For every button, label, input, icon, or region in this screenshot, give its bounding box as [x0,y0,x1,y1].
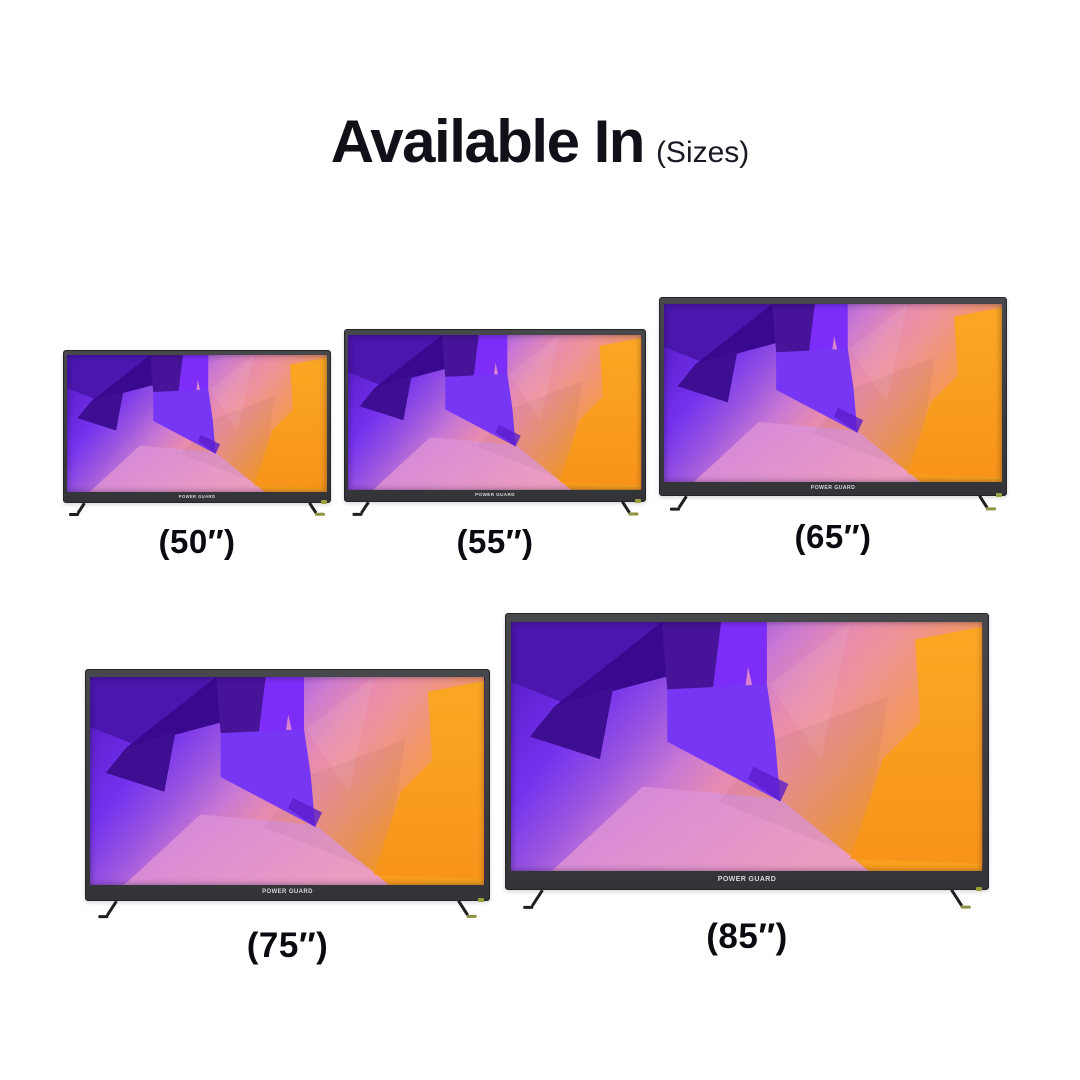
bezel-tag [320,499,327,504]
tv-foot-right [950,888,963,907]
abstract-wallpaper [348,335,642,490]
tv-foot-left [531,888,544,907]
abstract-wallpaper [663,303,1003,483]
abstract-wallpaper [511,621,983,871]
tv-feet [63,502,331,520]
tv-row-top: POWER GUARD (50″) POWER GUARD [63,297,1007,560]
tv-foot-right [308,502,318,514]
tv-foot-right [621,501,631,514]
bezel-tag [478,897,485,902]
title-sub: (Sizes) [655,136,750,169]
tv-frame: POWER GUARD [85,669,490,902]
bezel-tag [995,492,1002,497]
tv-foot-left [677,495,688,509]
tv-frame: POWER GUARD [63,349,331,504]
tv-row-bottom: POWER GUARD (75″) POWER GUARD [85,613,989,964]
brand-label: POWER GUARD [262,889,313,896]
tv-screen [90,676,485,885]
tv-bottom-bezel: POWER GUARD [664,482,1002,495]
tv-50-inch: POWER GUARD (50″) [63,349,331,560]
abstract-wallpaper [66,354,328,493]
abstract-wallpaper [90,676,485,885]
tv-bottom-bezel: POWER GUARD [511,871,982,889]
page-title: Available In (Sizes) [0,112,1080,172]
tv-85-inch: POWER GUARD (85″) [505,613,989,956]
tv-bottom-bezel: POWER GUARD [348,490,641,501]
size-label: (65″) [794,517,872,555]
tv-screen [663,303,1003,483]
tv-65-inch: POWER GUARD (65″) [659,297,1007,555]
tv-feet [344,501,646,520]
tv-foot-right [978,495,989,509]
tv-foot-left [76,502,86,514]
tv-screen [348,335,642,490]
tv-bottom-bezel: POWER GUARD [67,492,327,502]
brand-label: POWER GUARD [475,492,515,498]
tv-frame: POWER GUARD [659,297,1007,497]
brand-label: POWER GUARD [717,876,777,884]
bezel-tag [976,886,983,891]
tv-foot-left [106,899,118,916]
size-label: (55″) [456,522,534,560]
size-label: (85″) [706,916,788,956]
brand-label: POWER GUARD [178,493,216,499]
title-main: Available In [330,108,646,175]
tv-frame: POWER GUARD [505,613,989,891]
tv-55-inch: POWER GUARD (55″) [344,329,646,560]
tv-frame: POWER GUARD [344,329,646,503]
tv-feet [505,888,989,914]
bezel-tag [635,498,642,503]
tv-feet [85,899,490,923]
tv-75-inch: POWER GUARD (75″) [85,669,490,965]
size-label: (75″) [246,925,329,965]
size-label: (50″) [158,522,236,560]
tv-screen [511,621,983,871]
tv-screen [66,354,328,493]
tv-feet [659,495,1007,515]
tv-bottom-bezel: POWER GUARD [90,885,484,900]
tv-foot-right [457,899,469,916]
brand-label: POWER GUARD [810,484,856,491]
tv-foot-left [359,501,369,514]
